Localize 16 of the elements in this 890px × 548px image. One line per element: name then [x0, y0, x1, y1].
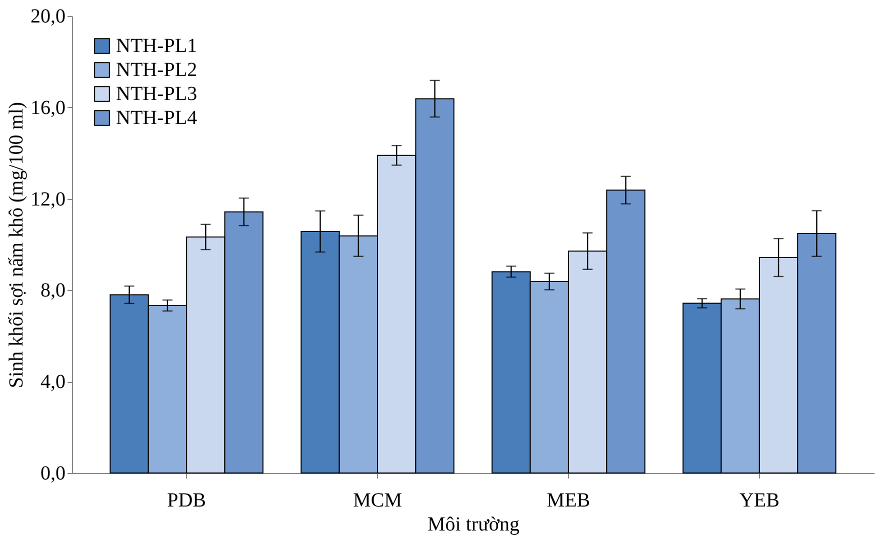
- y-tick-label: 8,0: [40, 280, 66, 302]
- legend-label: NTH-PL1: [116, 35, 198, 57]
- y-tick-label: 4,0: [40, 371, 66, 394]
- x-tick-label: MCM: [353, 490, 402, 512]
- x-tick-label: PDB: [167, 490, 206, 512]
- x-tick-label: MEB: [546, 490, 590, 512]
- y-tick-label: 20,0: [30, 6, 66, 28]
- legend-label: NTH-PL3: [116, 83, 198, 105]
- y-axis-title: Sinh khối sợi nấm khô (mg/100 ml): [6, 102, 28, 388]
- y-tick-label: 16,0: [30, 96, 66, 119]
- y-tick-label: 0,0: [40, 462, 66, 484]
- x-tick-label: YEB: [739, 490, 780, 512]
- legend-label: NTH-PL2: [116, 59, 198, 81]
- legend-label: NTH-PL4: [116, 107, 198, 129]
- x-axis-title: Môi trường: [428, 514, 520, 536]
- y-tick-label: 12,0: [30, 188, 66, 210]
